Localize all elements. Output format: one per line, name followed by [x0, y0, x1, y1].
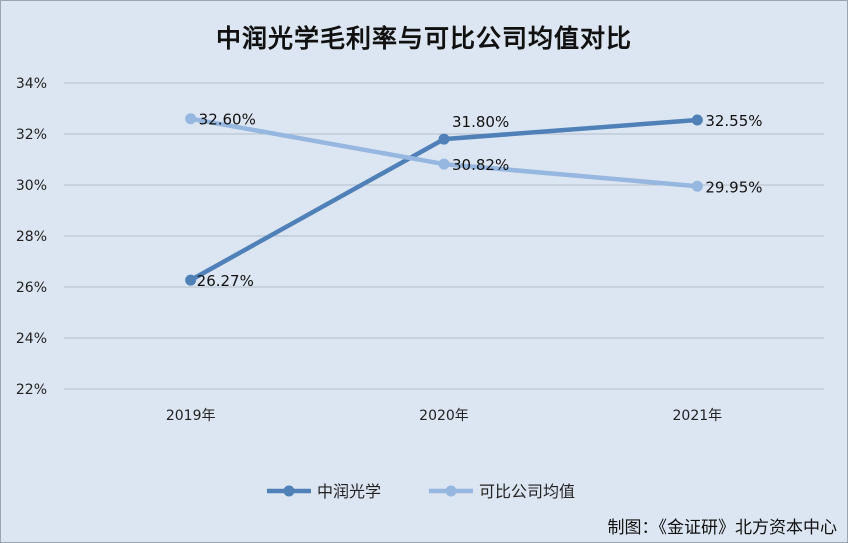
y-tick-label: 26%	[16, 280, 47, 296]
chart-credit: 制图：《金证研》北方资本中心	[607, 518, 838, 538]
data-label: 30.82%	[452, 156, 509, 174]
data-point	[691, 114, 703, 126]
data-label: 31.80%	[452, 113, 509, 131]
x-tick-label: 2020年	[419, 408, 469, 424]
y-tick-label: 32%	[16, 127, 47, 143]
data-labels: 26.27% 31.80% 32.55% 32.60% 30.82% 29.95%	[197, 111, 763, 290]
data-label: 32.55%	[705, 112, 762, 130]
data-point	[438, 158, 450, 170]
data-point	[691, 180, 703, 192]
legend-label: 可比公司均值	[479, 482, 575, 501]
y-axis-ticks: 22% 24% 26% 28% 30% 32% 34%	[16, 76, 47, 398]
x-tick-label: 2021年	[673, 408, 723, 424]
series-line-1	[188, 116, 700, 189]
data-point	[185, 274, 197, 286]
data-label: 32.60%	[199, 111, 256, 129]
data-point	[438, 133, 450, 145]
y-tick-label: 22%	[16, 382, 47, 398]
legend: 中润光学 可比公司均值	[267, 482, 575, 501]
y-tick-label: 24%	[16, 331, 47, 347]
legend-marker	[445, 485, 457, 497]
y-tick-label: 34%	[16, 76, 47, 92]
x-axis-ticks: 2019年 2020年 2021年	[166, 408, 722, 424]
x-tick-label: 2019年	[166, 408, 216, 424]
data-label: 29.95%	[705, 178, 762, 196]
data-point	[185, 113, 197, 125]
y-tick-label: 28%	[16, 229, 47, 245]
chart-title: 中润光学毛利率与可比公司均值对比	[215, 24, 632, 53]
legend-label: 中润光学	[317, 482, 381, 501]
data-label: 26.27%	[197, 272, 254, 290]
legend-marker	[283, 485, 295, 497]
series-lines	[185, 113, 703, 286]
y-tick-label: 30%	[16, 178, 47, 194]
